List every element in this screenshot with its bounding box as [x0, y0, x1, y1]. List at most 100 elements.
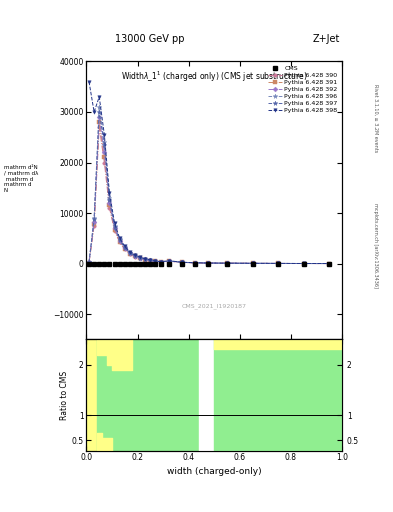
- Pythia 6.428 391: [102, 155, 107, 161]
- Pythia 6.428 391: [301, 261, 306, 267]
- CMS: [86, 261, 91, 267]
- Pythia 6.428 398: [225, 260, 230, 266]
- Pythia 6.428 390: [153, 259, 158, 265]
- Pythia 6.428 392: [102, 150, 107, 156]
- Pythia 6.428 390: [193, 260, 197, 266]
- CMS: [92, 261, 97, 267]
- Pythia 6.428 392: [133, 253, 138, 259]
- Pythia 6.428 397: [143, 256, 148, 262]
- CMS: [250, 261, 255, 267]
- Pythia 6.428 392: [193, 260, 197, 266]
- Pythia 6.428 390: [206, 260, 210, 266]
- Pythia 6.428 391: [148, 258, 152, 264]
- Pythia 6.428 392: [206, 260, 210, 266]
- Pythia 6.428 392: [327, 261, 332, 267]
- Pythia 6.428 398: [102, 132, 107, 138]
- Pythia 6.428 392: [180, 259, 185, 265]
- Pythia 6.428 390: [276, 261, 281, 267]
- Pythia 6.428 398: [193, 260, 197, 266]
- Pythia 6.428 390: [107, 205, 112, 211]
- Pythia 6.428 396: [153, 258, 158, 264]
- Pythia 6.428 398: [123, 243, 127, 249]
- Line: Pythia 6.428 396: Pythia 6.428 396: [86, 104, 332, 266]
- Line: Pythia 6.428 398: Pythia 6.428 398: [87, 80, 331, 265]
- Text: mcplots.cern.ch [arXiv:1306.3436]: mcplots.cern.ch [arXiv:1306.3436]: [373, 203, 378, 288]
- Pythia 6.428 396: [193, 260, 197, 266]
- Pythia 6.428 397: [225, 260, 230, 266]
- Pythia 6.428 391: [206, 260, 210, 266]
- Pythia 6.428 397: [123, 245, 127, 251]
- Pythia 6.428 398: [250, 260, 255, 266]
- Pythia 6.428 397: [206, 260, 210, 266]
- Pythia 6.428 397: [133, 253, 138, 259]
- Pythia 6.428 392: [153, 258, 158, 264]
- Pythia 6.428 392: [167, 258, 172, 264]
- Text: 13000 GeV pp: 13000 GeV pp: [115, 33, 184, 44]
- Pythia 6.428 391: [128, 251, 132, 257]
- Pythia 6.428 396: [148, 257, 152, 263]
- Pythia 6.428 396: [102, 139, 107, 145]
- Pythia 6.428 397: [250, 260, 255, 266]
- Pythia 6.428 397: [112, 224, 117, 230]
- Pythia 6.428 390: [225, 260, 230, 266]
- Pythia 6.428 398: [128, 249, 132, 255]
- Pythia 6.428 391: [158, 259, 163, 265]
- Pythia 6.428 390: [128, 251, 132, 257]
- Pythia 6.428 396: [225, 260, 230, 266]
- Line: Pythia 6.428 392: Pythia 6.428 392: [87, 115, 331, 265]
- Pythia 6.428 396: [180, 259, 185, 265]
- Pythia 6.428 398: [167, 258, 172, 264]
- Pythia 6.428 396: [250, 260, 255, 266]
- Pythia 6.428 390: [301, 261, 306, 267]
- CMS: [180, 261, 185, 267]
- Pythia 6.428 397: [138, 254, 143, 261]
- Pythia 6.428 397: [167, 258, 172, 264]
- Pythia 6.428 391: [97, 119, 101, 125]
- Pythia 6.428 391: [138, 255, 143, 261]
- Pythia 6.428 398: [117, 235, 122, 241]
- CMS: [102, 261, 107, 267]
- Pythia 6.428 397: [107, 197, 112, 203]
- CMS: [107, 261, 112, 267]
- Pythia 6.428 390: [167, 258, 172, 264]
- Pythia 6.428 390: [92, 223, 97, 229]
- Pythia 6.428 392: [158, 259, 163, 265]
- Pythia 6.428 396: [276, 260, 281, 266]
- Pythia 6.428 391: [92, 221, 97, 227]
- Pythia 6.428 392: [117, 238, 122, 244]
- Pythia 6.428 391: [327, 261, 332, 267]
- Pythia 6.428 391: [133, 253, 138, 259]
- CMS: [301, 261, 306, 267]
- Pythia 6.428 396: [86, 259, 91, 265]
- Pythia 6.428 396: [107, 195, 112, 201]
- CMS: [97, 261, 101, 267]
- Pythia 6.428 397: [92, 216, 97, 222]
- Pythia 6.428 392: [143, 257, 148, 263]
- Pythia 6.428 391: [276, 261, 281, 267]
- Pythia 6.428 391: [250, 260, 255, 266]
- Pythia 6.428 397: [148, 258, 152, 264]
- Line: CMS: CMS: [87, 262, 331, 265]
- Pythia 6.428 396: [143, 256, 148, 262]
- Pythia 6.428 391: [117, 239, 122, 245]
- Pythia 6.428 392: [128, 250, 132, 257]
- Pythia 6.428 398: [107, 190, 112, 196]
- Pythia 6.428 396: [123, 244, 127, 250]
- Pythia 6.428 391: [167, 258, 172, 264]
- Pythia 6.428 398: [206, 260, 210, 266]
- Pythia 6.428 398: [112, 220, 117, 226]
- Pythia 6.428 398: [158, 259, 163, 265]
- Pythia 6.428 390: [250, 260, 255, 266]
- Pythia 6.428 397: [193, 260, 197, 266]
- CMS: [153, 261, 158, 267]
- Pythia 6.428 398: [180, 259, 185, 265]
- CMS: [158, 261, 163, 267]
- Pythia 6.428 397: [128, 250, 132, 256]
- Pythia 6.428 396: [138, 254, 143, 261]
- Text: CMS_2021_I1920187: CMS_2021_I1920187: [182, 303, 247, 309]
- Text: Z+Jet: Z+Jet: [312, 33, 340, 44]
- Pythia 6.428 391: [225, 260, 230, 266]
- Pythia 6.428 391: [180, 259, 185, 265]
- Line: Pythia 6.428 391: Pythia 6.428 391: [87, 120, 331, 265]
- Pythia 6.428 390: [117, 239, 122, 245]
